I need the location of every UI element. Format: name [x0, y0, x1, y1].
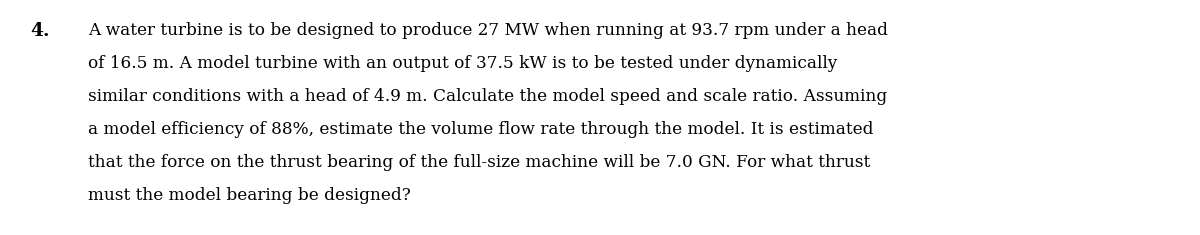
Text: similar conditions with a head of 4.9 m. Calculate the model speed and scale rat: similar conditions with a head of 4.9 m.… [88, 88, 887, 105]
Text: that the force on the thrust bearing of the full-size machine will be 7.0 GN. Fo: that the force on the thrust bearing of … [88, 154, 870, 171]
Text: of 16.5 m. A model turbine with an output of 37.5 kW is to be tested under dynam: of 16.5 m. A model turbine with an outpu… [88, 55, 838, 72]
Text: A water turbine is to be designed to produce 27 MW when running at 93.7 rpm unde: A water turbine is to be designed to pro… [88, 22, 888, 39]
Text: a model efficiency of 88%, estimate the volume flow rate through the model. It i: a model efficiency of 88%, estimate the … [88, 121, 874, 138]
Text: must the model bearing be designed?: must the model bearing be designed? [88, 187, 410, 204]
Text: 4.: 4. [30, 22, 49, 40]
